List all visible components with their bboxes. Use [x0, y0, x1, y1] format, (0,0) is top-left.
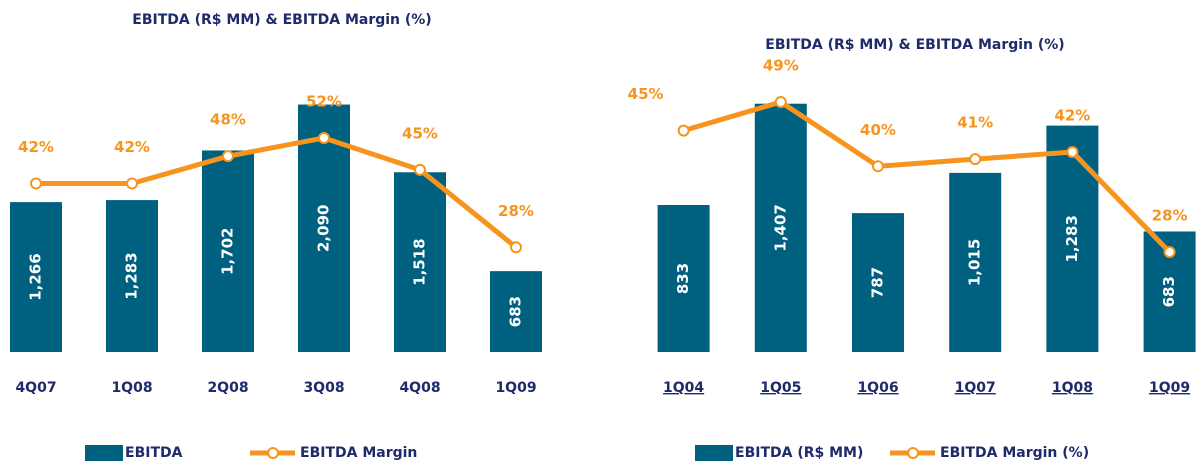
bar-value-label: 1,407	[771, 204, 789, 251]
bar	[852, 213, 904, 352]
margin-point	[774, 96, 787, 108]
bar	[10, 202, 62, 352]
bar-value-label: 1,702	[219, 228, 237, 275]
x-tick-label: 1Q08	[1052, 380, 1093, 396]
bar	[106, 200, 158, 352]
x-tick-label: 3Q08	[303, 380, 344, 396]
x-tick-label: 1Q04	[663, 380, 704, 396]
bar-value-label: 1,015	[966, 239, 984, 286]
bar	[1046, 125, 1099, 353]
margin-label: 28%	[1152, 207, 1188, 225]
chart-title: EBITDA (R$ MM) & EBITDA Margin (%)	[132, 12, 431, 28]
bar-value-label: 2,090	[315, 205, 333, 252]
x-tick-label: 1Q09	[495, 380, 536, 396]
x-tick-label: 1Q05	[760, 380, 801, 396]
bar-value-label: 1,283	[123, 252, 141, 299]
bar-value-label: 787	[869, 267, 887, 298]
legend-marker	[907, 447, 919, 459]
margin-line	[682, 99, 1172, 254]
margin-point	[1066, 146, 1079, 158]
bar	[394, 172, 446, 352]
margin-point	[222, 150, 234, 163]
chart-title: EBITDA (R$ MM) & EBITDA Margin (%)	[765, 37, 1064, 53]
margin-label: 42%	[1054, 107, 1090, 125]
legend-swatch	[695, 445, 733, 461]
bar	[657, 205, 710, 352]
bar-value-label: 683	[1160, 276, 1178, 307]
bar-value-label: 1,283	[1063, 215, 1081, 262]
margin-point	[414, 163, 426, 176]
x-tick-label: 1Q08	[111, 380, 152, 396]
bar	[949, 172, 1002, 352]
legend-swatch	[85, 445, 123, 461]
margin-point	[872, 160, 884, 173]
x-tick-label: 1Q06	[857, 380, 898, 396]
bar	[490, 271, 542, 352]
bar	[202, 150, 254, 352]
margin-label: 48%	[210, 111, 246, 129]
margin-point	[510, 241, 522, 254]
bar-value-label: 683	[507, 296, 525, 327]
bar	[754, 103, 807, 353]
margin-line	[36, 135, 518, 250]
margin-point	[30, 177, 42, 190]
margin-point	[1163, 246, 1176, 258]
legend-label: EBITDA Margin (%)	[940, 445, 1089, 461]
margin-label: 45%	[628, 85, 664, 103]
margin-label: 42%	[18, 138, 54, 156]
legend-label: EBITDA (R$ MM)	[735, 445, 863, 461]
legend-label: EBITDA	[125, 445, 183, 461]
bar-value-label: 833	[674, 263, 692, 294]
margin-label: 49%	[763, 57, 799, 75]
margin-point	[318, 131, 330, 144]
margin-label: 45%	[402, 124, 438, 142]
x-tick-label: 1Q09	[1149, 380, 1190, 396]
margin-point	[126, 177, 138, 190]
x-tick-label: 1Q07	[955, 380, 996, 396]
margin-point	[677, 124, 690, 137]
margin-point	[969, 153, 982, 166]
x-tick-label: 4Q07	[15, 380, 56, 396]
x-tick-label: 2Q08	[207, 380, 248, 396]
legend-marker	[267, 447, 279, 459]
margin-label: 41%	[957, 114, 993, 132]
bar-value-label: 1,518	[411, 238, 429, 285]
margin-label: 42%	[114, 138, 150, 156]
bar-value-label: 1,266	[27, 253, 45, 300]
x-tick-label: 4Q08	[399, 380, 440, 396]
margin-label: 40%	[860, 121, 896, 139]
margin-label: 52%	[306, 92, 342, 110]
legend-label: EBITDA Margin	[300, 445, 417, 461]
margin-label: 28%	[498, 202, 534, 220]
